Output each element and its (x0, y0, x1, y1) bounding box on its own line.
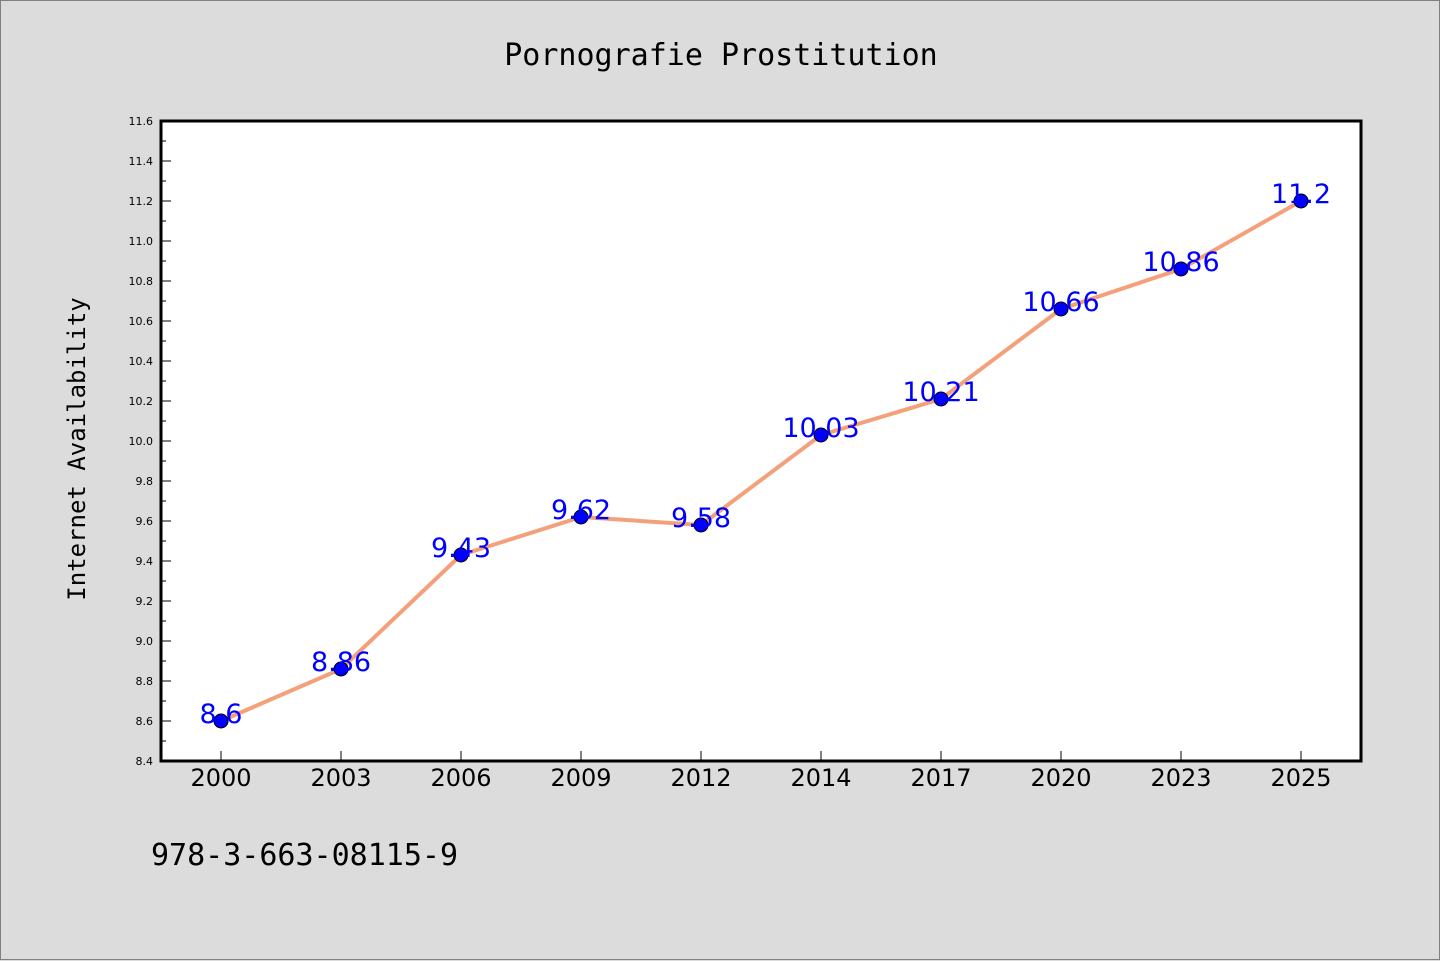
y-tick-label: 8.8 (136, 675, 154, 688)
y-tick-label: 10.4 (129, 355, 154, 368)
x-tick-label: 2014 (790, 764, 851, 792)
y-tick-label: 10.6 (129, 315, 154, 328)
data-point (813, 427, 829, 443)
data-label: 8.86 (311, 647, 371, 678)
x-tick-label: 2020 (1030, 764, 1091, 792)
y-tick-label: 11.0 (129, 235, 154, 248)
y-axis-ticks: 8.4 8.6 8.8 9.0 9.2 9.4 9.6 9.8 10.0 10.2 10.4 10.6… (129, 115, 171, 768)
data-point (573, 509, 589, 525)
data-label: 10.86 (1142, 247, 1219, 278)
x-tick-label: 2017 (910, 764, 971, 792)
data-label: 9.62 (551, 495, 611, 526)
data-label: 9.58 (671, 503, 731, 534)
data-label: 10.21 (902, 377, 979, 408)
y-tick-label: 11.2 (129, 195, 154, 208)
x-tick-label: 2012 (670, 764, 731, 792)
x-axis-ticks: 2000 2003 2006 2009 2012 2014 2017 2020 2023 2025 (190, 751, 1332, 792)
y-tick-label: 9.6 (136, 515, 154, 528)
data-label: 11.2 (1271, 179, 1331, 210)
chart-title: Pornografie Prostitution (504, 38, 937, 73)
x-tick-label: 2006 (430, 764, 491, 792)
y-tick-label: 8.4 (136, 755, 154, 768)
x-tick-label: 2009 (550, 764, 611, 792)
x-tick-label: 2000 (190, 764, 251, 792)
y-tick-label: 10.0 (129, 435, 154, 448)
data-point (1053, 301, 1069, 317)
data-point (453, 547, 469, 563)
y-tick-label: 10.2 (129, 395, 154, 408)
y-tick-label: 11.4 (129, 155, 154, 168)
data-label: 10.03 (782, 413, 859, 444)
data-label: 9.43 (431, 533, 491, 564)
data-point (1293, 193, 1309, 209)
plot-area (159, 119, 1363, 763)
y-tick-label: 10.8 (129, 275, 154, 288)
data-point (333, 661, 349, 677)
data-point (213, 713, 229, 729)
y-tick-label: 9.2 (136, 595, 154, 608)
data-point (1173, 261, 1189, 277)
x-tick-label: 2025 (1270, 764, 1331, 792)
y-axis-label: Internet Availability (63, 297, 91, 600)
series-group: 8.6 8.86 9.43 9.62 9.58 10.03 10.21 10.66 10.86 1… (200, 179, 1332, 730)
y-tick-label: 11.6 (129, 115, 154, 128)
data-label: 10.66 (1022, 287, 1099, 318)
x-tick-label: 2003 (310, 764, 371, 792)
y-tick-label: 9.4 (136, 555, 154, 568)
data-point (693, 517, 709, 533)
y-tick-label: 8.6 (136, 715, 154, 728)
isbn-footer: 978-3-663-08115-9 (151, 838, 458, 873)
data-label: 8.6 (200, 699, 243, 730)
y-tick-label: 9.0 (136, 635, 154, 648)
series-line (219, 199, 1303, 723)
x-tick-label: 2023 (1150, 764, 1211, 792)
data-point (933, 391, 949, 407)
y-tick-label: 9.8 (136, 475, 154, 488)
